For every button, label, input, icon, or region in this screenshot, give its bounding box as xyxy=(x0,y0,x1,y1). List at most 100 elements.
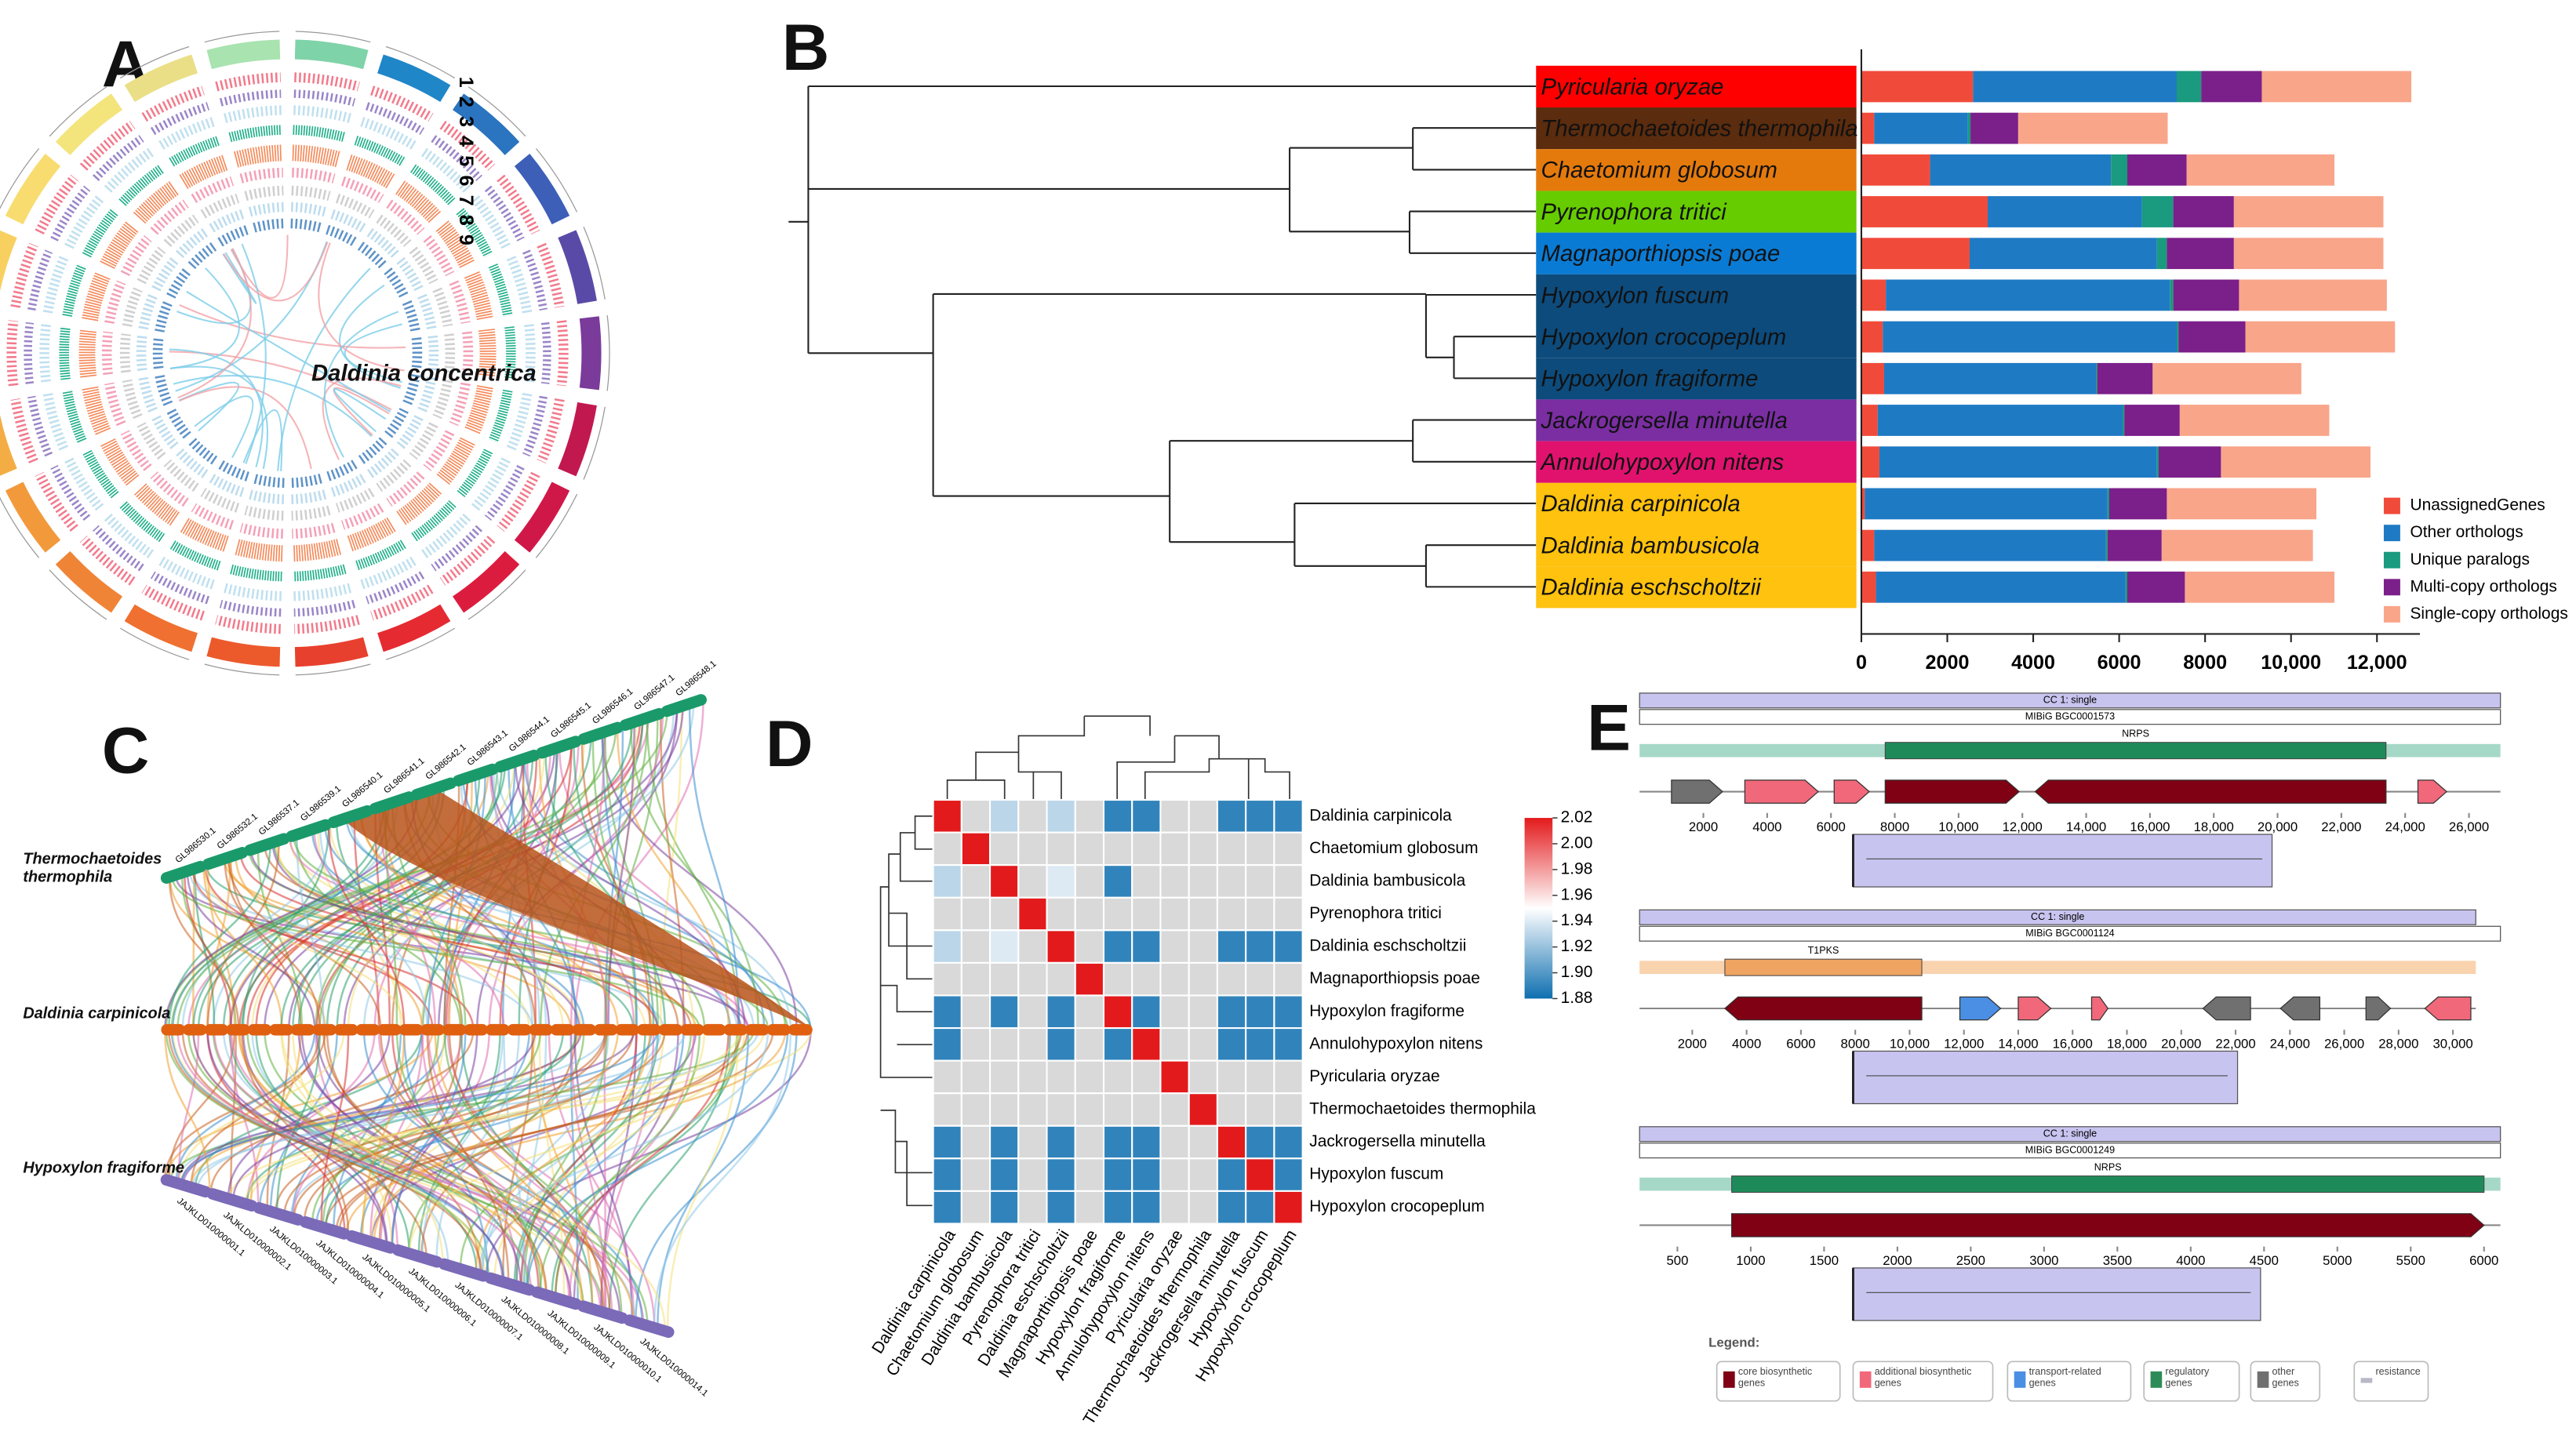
bar-segment xyxy=(2261,71,2412,103)
ideogram-tick xyxy=(385,45,456,79)
track xyxy=(357,437,387,465)
track xyxy=(497,174,540,235)
heatmap-cell xyxy=(1102,1124,1133,1160)
ideogram xyxy=(124,54,198,103)
link xyxy=(169,267,240,369)
x-tick-label: 4000 xyxy=(1732,1037,1761,1052)
heatmap-cell xyxy=(1216,1124,1247,1160)
track xyxy=(420,513,471,559)
track xyxy=(409,246,438,285)
bar-segment xyxy=(2245,321,2396,353)
track xyxy=(239,167,284,183)
na-cell xyxy=(1245,1059,1275,1095)
heatmap-cell xyxy=(932,1124,962,1160)
heatmap-cell xyxy=(1102,929,1133,964)
na-cell xyxy=(1046,1059,1076,1095)
x-tick-label: 4000 xyxy=(1752,819,1781,834)
track xyxy=(233,539,283,562)
synteny-band xyxy=(343,788,813,1030)
track xyxy=(138,293,158,330)
heatmap-cell xyxy=(989,798,1020,834)
x-tick-label: 12,000 xyxy=(1944,1037,1984,1052)
ideogram-tick xyxy=(0,147,40,210)
na-cell xyxy=(960,961,991,997)
legend-swatch xyxy=(2360,1378,2373,1383)
bar-segment xyxy=(2109,488,2167,520)
na-cell xyxy=(1188,1190,1218,1225)
na-cell xyxy=(989,1026,1020,1062)
cluster-header: CC 1: single xyxy=(2031,911,2084,922)
na-cell xyxy=(1245,896,1275,932)
na-cell xyxy=(1074,1026,1105,1062)
ideogram xyxy=(0,415,17,476)
track xyxy=(217,460,250,481)
x-tick-label: 30,000 xyxy=(2432,1037,2472,1052)
bar-segment xyxy=(1861,112,1875,144)
track xyxy=(6,320,19,387)
track xyxy=(290,489,327,504)
ideogram-tick xyxy=(0,496,40,558)
ideogram-tick xyxy=(204,31,280,43)
row-label: Hypoxylon crocopeplum xyxy=(1309,1197,1484,1215)
bar-segment xyxy=(2173,196,2234,227)
synteny-link xyxy=(395,1030,542,1294)
contig xyxy=(530,1286,582,1310)
x-tick-label: 4000 xyxy=(2011,652,2055,674)
na-cell xyxy=(1159,831,1190,867)
synteny-link xyxy=(209,1030,475,1193)
na-cell xyxy=(989,1059,1020,1095)
gene xyxy=(2018,996,2052,1021)
species-box xyxy=(1536,524,1857,567)
synteny-link xyxy=(168,843,271,1030)
species-label: Annulohypoxylon nitens xyxy=(1540,449,1785,475)
track xyxy=(253,218,285,233)
track xyxy=(294,72,360,92)
heatmap-cell xyxy=(989,1157,1020,1192)
gene xyxy=(1723,996,1923,1021)
link xyxy=(179,303,406,349)
gene xyxy=(1833,779,1870,804)
heatmap-cell xyxy=(1074,961,1105,997)
track xyxy=(150,471,189,507)
synteny-link xyxy=(526,1030,789,1290)
na-cell xyxy=(1102,1059,1133,1095)
heatmap-cell xyxy=(1046,929,1076,964)
ideogram xyxy=(0,230,17,292)
species-box xyxy=(1536,149,1857,191)
synteny-link xyxy=(688,703,740,1030)
track xyxy=(488,389,513,443)
na-cell xyxy=(1102,1092,1133,1127)
track xyxy=(471,457,511,511)
synteny-link xyxy=(391,1030,467,1248)
track xyxy=(456,449,493,499)
species-label: Daldinia bambusicola xyxy=(1541,532,1760,558)
synteny-link xyxy=(313,828,505,1030)
heatmap-cell xyxy=(1102,1190,1133,1225)
track xyxy=(119,333,131,373)
synteny-link xyxy=(168,1030,483,1276)
na-cell xyxy=(1188,1026,1218,1062)
ideogram xyxy=(452,93,520,155)
synteny-link xyxy=(360,812,620,1030)
x-tick-label: 2000 xyxy=(1926,652,1970,674)
synteny-link xyxy=(604,725,624,1030)
track xyxy=(150,199,189,235)
synteny-link xyxy=(570,732,606,1030)
track xyxy=(504,326,516,380)
track xyxy=(104,280,126,325)
bar-segment xyxy=(2107,529,2162,561)
track xyxy=(293,564,347,582)
na-cell xyxy=(1159,929,1190,964)
synteny-link xyxy=(242,1030,388,1247)
x-tick-label: 6000 xyxy=(2469,1253,2498,1268)
bar-segment xyxy=(2127,154,2187,186)
row-label: Magnaporthiopsis poae xyxy=(1309,969,1480,987)
track xyxy=(506,256,533,314)
heatmap-cell xyxy=(932,864,962,899)
legend-label: Single-copy orthologs xyxy=(2410,605,2567,623)
na-cell xyxy=(1131,961,1162,997)
bar-segment xyxy=(1865,488,2108,520)
track xyxy=(179,154,229,190)
gene xyxy=(2365,996,2392,1021)
heatmap-cell xyxy=(1216,1026,1247,1062)
